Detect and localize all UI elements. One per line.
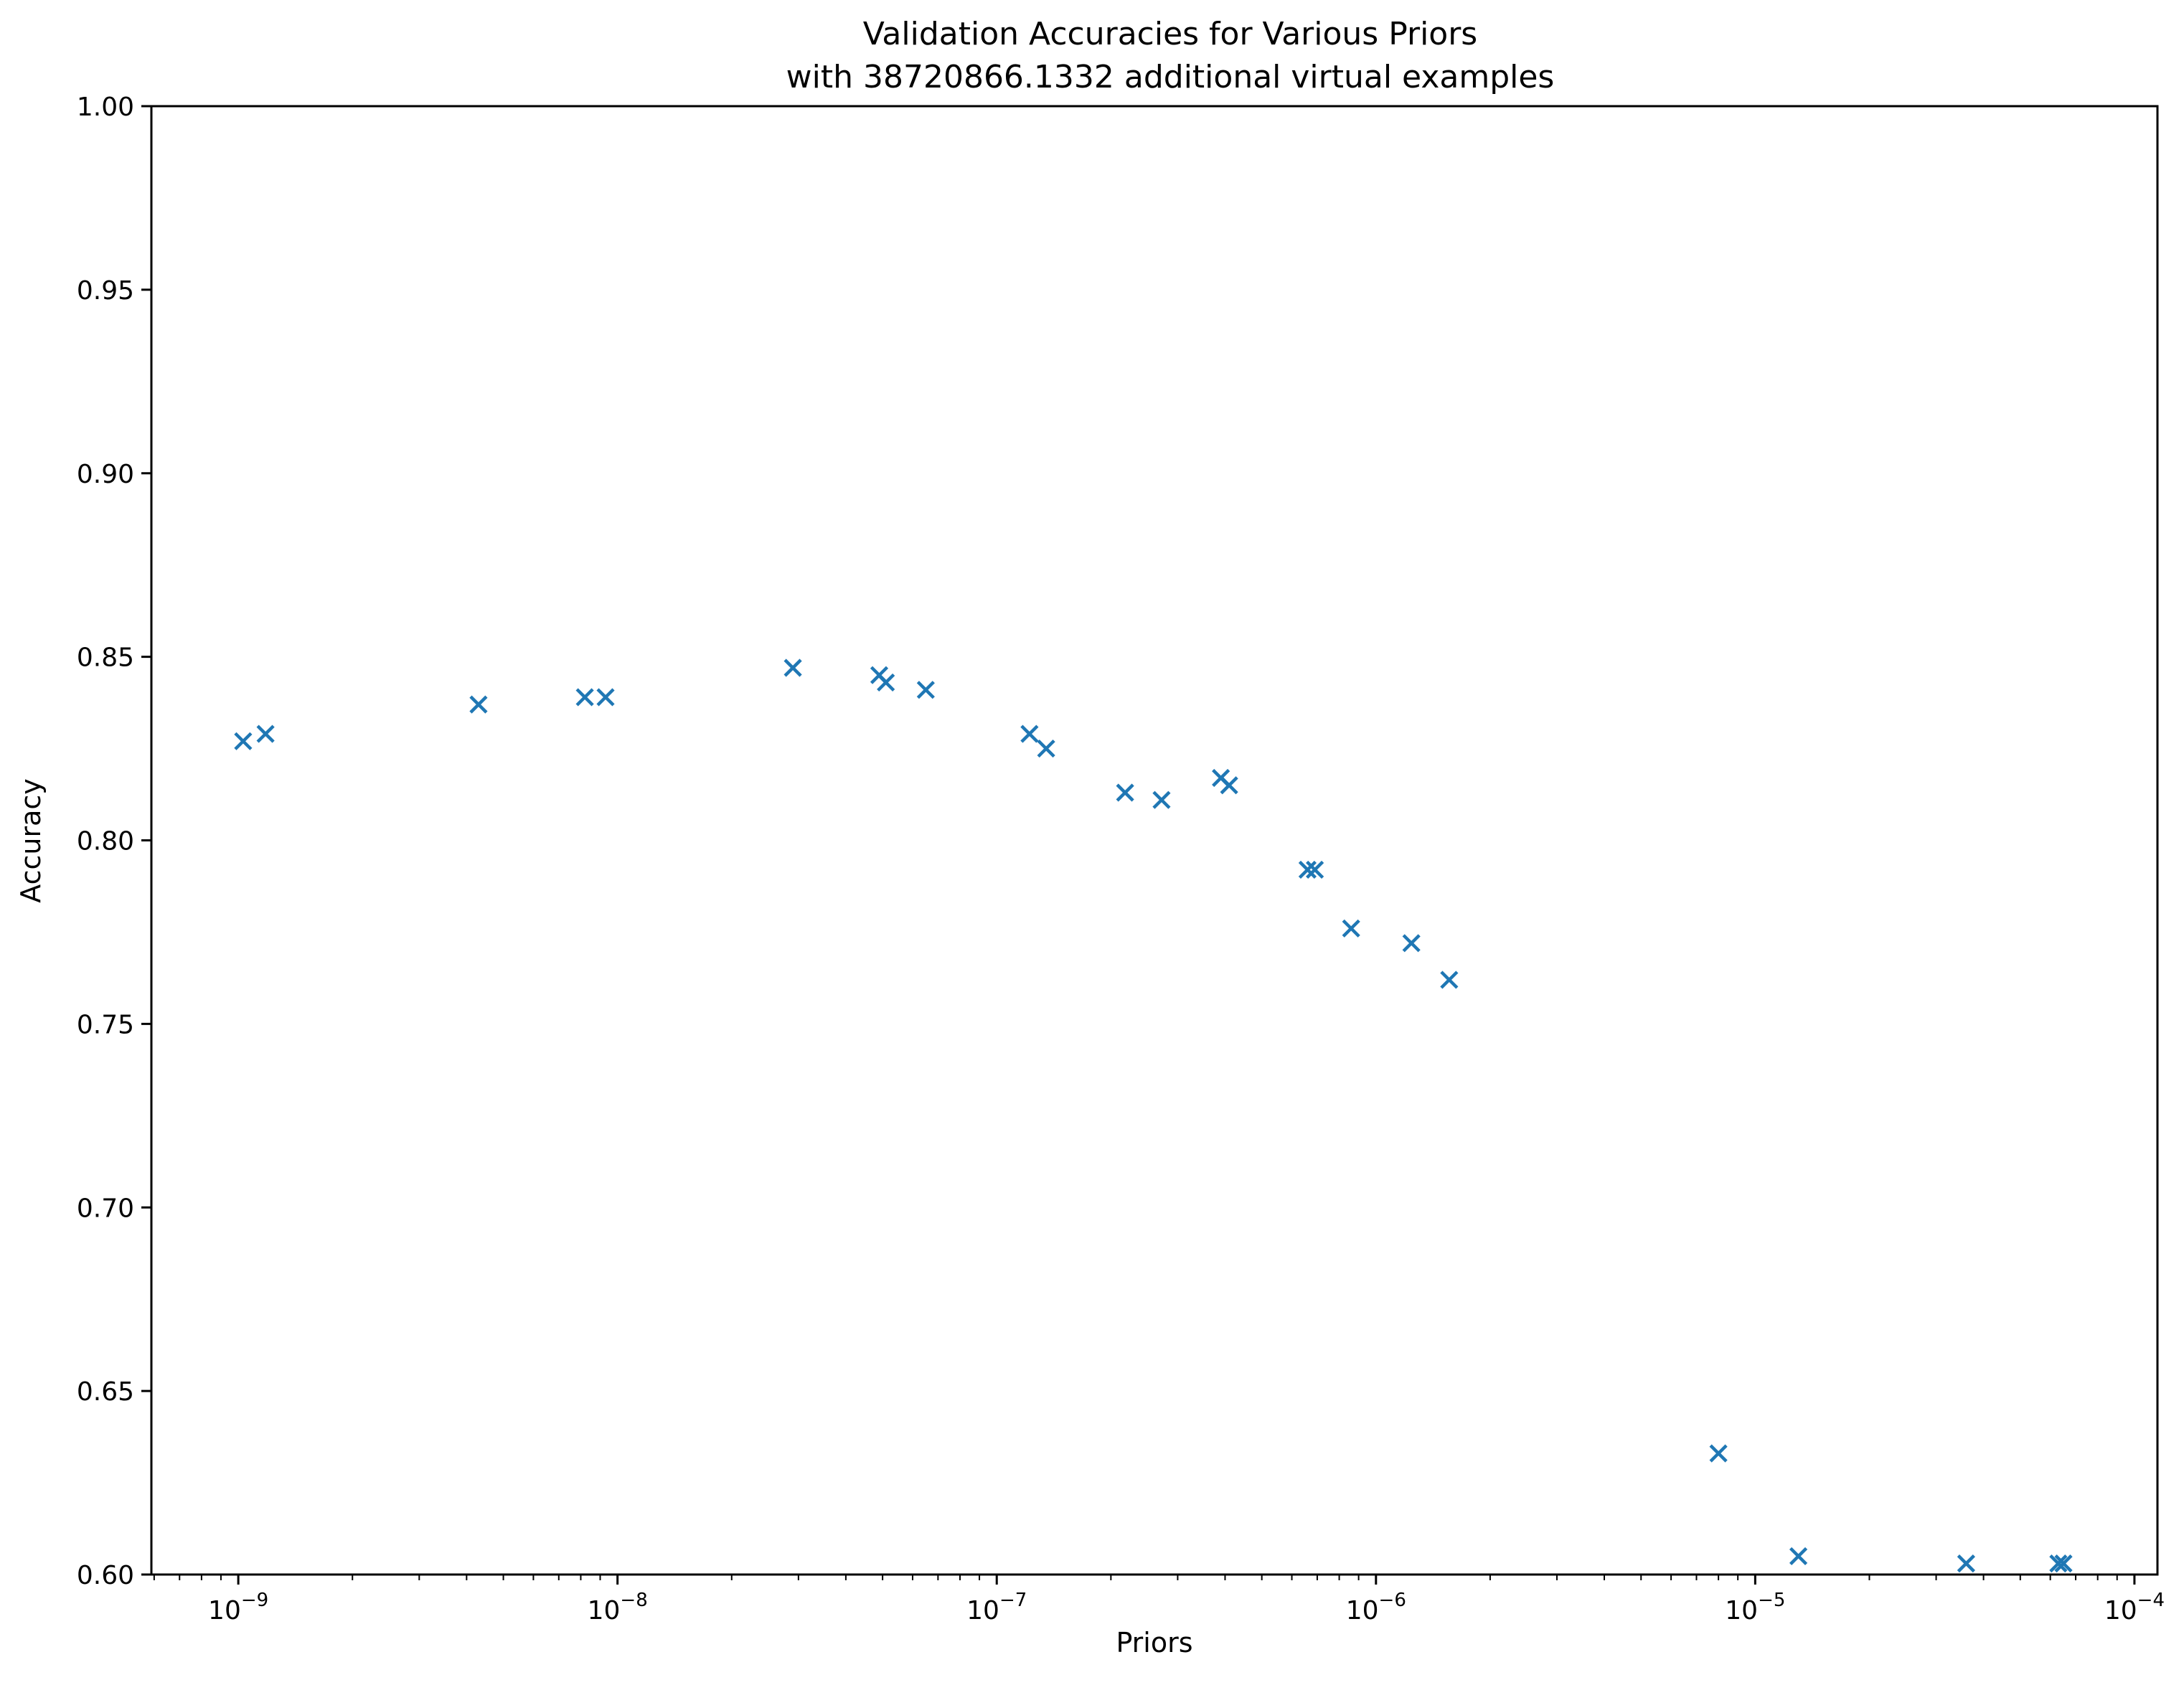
y-axis-label: Accuracy xyxy=(15,778,47,903)
data-point xyxy=(1037,739,1055,758)
data-point xyxy=(1957,1554,1975,1573)
data-points xyxy=(234,659,2073,1573)
data-point xyxy=(1342,919,1360,938)
x-tick-label: 10−5 xyxy=(1725,1590,1785,1625)
data-point xyxy=(1220,776,1238,795)
y-tick-label: 0.75 xyxy=(77,1010,134,1039)
plot-area-frame xyxy=(150,105,2159,1576)
data-point xyxy=(256,724,275,743)
y-tick-label: 1.00 xyxy=(77,93,134,122)
x-axis: 10−9 10−8 10−7 10−6 10−5 10−4 xyxy=(153,1575,2165,1625)
data-point xyxy=(234,732,253,750)
data-point xyxy=(469,695,488,714)
data-point xyxy=(783,659,802,677)
y-axis: 0.60 0.65 0.70 0.75 0.80 0.85 0.90 0.95 1.00 xyxy=(77,93,151,1590)
x-tick-label: 10−4 xyxy=(2104,1590,2165,1625)
x-tick-label: 10−9 xyxy=(208,1590,268,1625)
y-tick-label: 0.80 xyxy=(77,827,134,856)
x-axis-label: Priors xyxy=(1116,1627,1192,1658)
data-point xyxy=(1402,934,1421,953)
data-point xyxy=(1152,790,1171,809)
data-point xyxy=(1789,1547,1808,1566)
x-tick-label: 10−6 xyxy=(1346,1590,1406,1625)
data-point xyxy=(1020,724,1039,743)
data-point xyxy=(916,681,935,699)
data-point xyxy=(1116,783,1134,802)
data-point xyxy=(2049,1554,2068,1573)
data-point xyxy=(1298,860,1317,879)
x-tick-label: 10−7 xyxy=(966,1590,1027,1625)
data-point xyxy=(2054,1554,2073,1573)
y-tick-label: 0.95 xyxy=(77,276,134,306)
chart-title: Validation Accuracies for Various Priors xyxy=(863,16,1477,52)
y-tick-label: 0.60 xyxy=(77,1561,134,1590)
data-point xyxy=(575,688,594,707)
y-tick-label: 0.70 xyxy=(77,1194,134,1223)
x-tick-label: 10−8 xyxy=(588,1590,648,1625)
data-point xyxy=(1709,1444,1728,1463)
y-tick-label: 0.65 xyxy=(77,1377,134,1407)
data-point xyxy=(877,673,895,692)
data-point xyxy=(596,688,615,707)
data-point xyxy=(1306,860,1324,879)
y-tick-label: 0.90 xyxy=(77,460,134,489)
chart-subtitle: with 38720866.1332 additional virtual ex… xyxy=(786,59,1555,95)
data-point xyxy=(1440,971,1459,989)
y-tick-label: 0.85 xyxy=(77,643,134,673)
